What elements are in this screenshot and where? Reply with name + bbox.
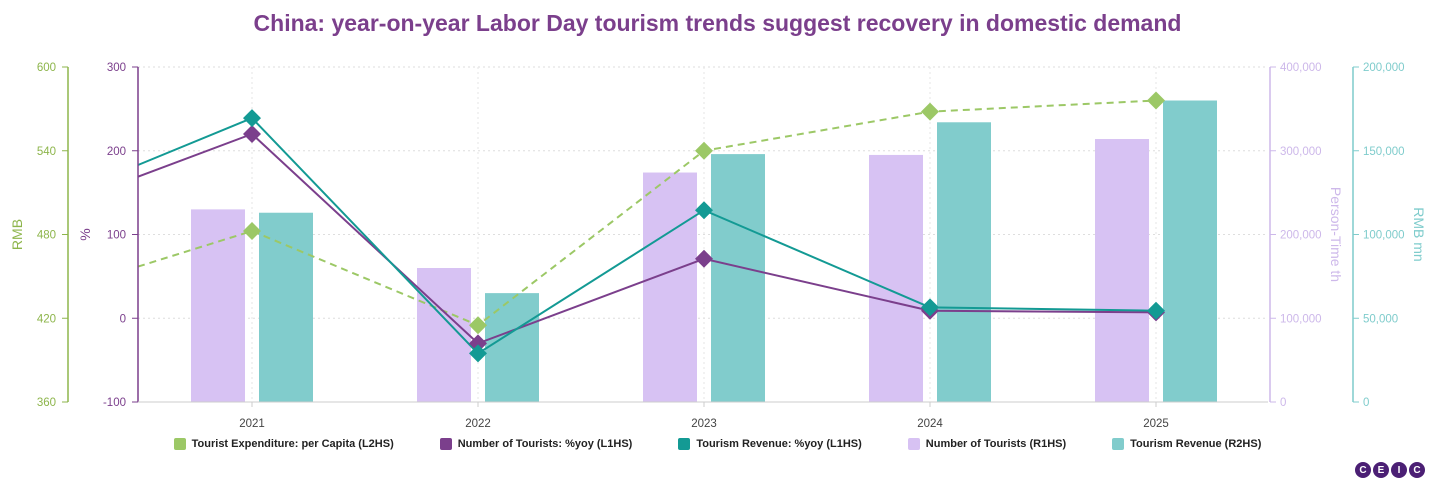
axis-title-L2HS: RMB	[9, 219, 25, 250]
marker-series-0-2025	[1147, 91, 1165, 110]
axis-tick-label-L1HS: 300	[107, 62, 126, 74]
legend-item-1: Number of Tourists: %yoy (L1HS)	[439, 438, 633, 450]
series-lines	[137, 91, 1165, 363]
series-line-2	[137, 116, 1157, 355]
x-tick-label-2023: 2023	[691, 418, 717, 430]
axis-tick-label-L1HS: 200	[107, 146, 126, 158]
legend-label: Number of Tourists (R1HS)	[925, 438, 1067, 450]
legend-swatch	[907, 438, 920, 450]
axis-tick-label-L2HS: 420	[37, 313, 56, 325]
logo-letter: I	[1391, 462, 1407, 478]
x-tick-label-2024: 2024	[917, 418, 943, 430]
x-tick-label-2025: 2025	[1143, 418, 1169, 430]
legend-item-4: Tourism Revenue (R2HS)	[1112, 438, 1261, 450]
legend-item-3: Number of Tourists (R1HS)	[907, 438, 1067, 450]
axis-tick-label-R2HS: 150,000	[1363, 146, 1405, 158]
axis-tick-label-R1HS: 200,000	[1280, 230, 1322, 242]
legend-swatch	[1112, 438, 1125, 450]
series-line-0	[137, 99, 1157, 327]
legend-swatch	[173, 438, 186, 450]
x-tick-label-2021: 2021	[239, 418, 265, 430]
legend-swatch	[678, 438, 691, 450]
axis-tick-label-R1HS: 100,000	[1280, 313, 1322, 325]
legend: Tourist Expenditure: per Capita (L2HS) Nu…	[0, 438, 1435, 450]
legend-label: Tourism Revenue (R2HS)	[1130, 438, 1262, 450]
marker-series-2-2021	[243, 109, 261, 128]
logo-letter: C	[1409, 462, 1425, 478]
legend-item-2: Tourism Revenue: %yoy (L1HS)	[678, 438, 862, 450]
axes: 600 540 480 420 360 RMB 300 200 100 0 -100% 400,000…	[9, 62, 1427, 430]
chart-title: China: year-on-year Labor Day tourism tr…	[253, 10, 1182, 36]
bar-number-of-tourists-2024	[869, 154, 923, 402]
marker-series-2-2024	[921, 298, 939, 317]
axis-title-R1HS: Person-Time th	[1328, 187, 1344, 282]
marker-series-1-2023	[695, 249, 713, 268]
bar-number-of-tourists-2023	[643, 172, 697, 402]
legend-swatch	[439, 438, 452, 450]
axis-tick-label-L2HS: 360	[37, 397, 56, 409]
bar-number-of-tourists-2022	[417, 268, 471, 402]
axis-tick-label-R2HS: 100,000	[1363, 230, 1405, 242]
legend-label: Number of Tourists: %yoy (L1HS)	[457, 438, 633, 450]
x-tick-label-2022: 2022	[465, 418, 491, 430]
marker-series-1-2021	[243, 125, 261, 143]
bar-tourism-revenue-2024	[937, 122, 991, 403]
marker-series-0-2023	[695, 141, 713, 160]
axis-tick-label-L2HS: 480	[37, 230, 56, 242]
bar-tourism-revenue-2021	[259, 212, 313, 402]
marker-series-1-2022	[469, 334, 487, 353]
bar-tourism-revenue-2023	[711, 154, 765, 402]
legend-label: Tourism Revenue: %yoy (L1HS)	[696, 438, 862, 450]
marker-series-2-2023	[695, 201, 713, 220]
axis-title-R2HS: RMB mn	[1411, 207, 1427, 261]
bar-tourism-revenue-2025	[1163, 100, 1217, 402]
logo-letter: E	[1373, 462, 1389, 478]
marker-series-2-2022	[469, 344, 487, 363]
axis-title-L1HS: %	[77, 228, 93, 240]
legend-label: Tourist Expenditure: per Capita (L2HS)	[191, 438, 394, 450]
bar-number-of-tourists-2025	[1095, 139, 1149, 402]
axis-tick-label-L2HS: 540	[37, 146, 56, 158]
axis-tick-label-L1HS: 0	[120, 313, 126, 325]
axis-tick-label-R2HS: 50,000	[1363, 313, 1398, 325]
bar-tourism-revenue-2022	[485, 293, 539, 402]
marker-series-2-2025	[1147, 301, 1165, 320]
axis-tick-label-L1HS: -100	[103, 397, 126, 409]
axis-tick-label-R2HS: 0	[1363, 397, 1369, 409]
legend-item-0: Tourist Expenditure: per Capita (L2HS)	[173, 438, 394, 450]
bars	[191, 100, 1217, 403]
axis-tick-label-R1HS: 300,000	[1280, 146, 1322, 158]
marker-series-0-2021	[243, 222, 261, 241]
series-line-1	[137, 132, 1157, 345]
axis-tick-label-L2HS: 600	[37, 62, 56, 74]
bar-number-of-tourists-2021	[191, 209, 245, 402]
axis-tick-label-R1HS: 0	[1280, 397, 1286, 409]
axis-tick-label-R1HS: 400,000	[1280, 62, 1322, 74]
axis-tick-label-L1HS: 100	[107, 230, 126, 242]
marker-series-0-2022	[469, 316, 487, 335]
logo-letter: C	[1355, 462, 1371, 478]
marker-series-0-2024	[921, 102, 939, 121]
axis-tick-label-R2HS: 200,000	[1363, 62, 1405, 74]
